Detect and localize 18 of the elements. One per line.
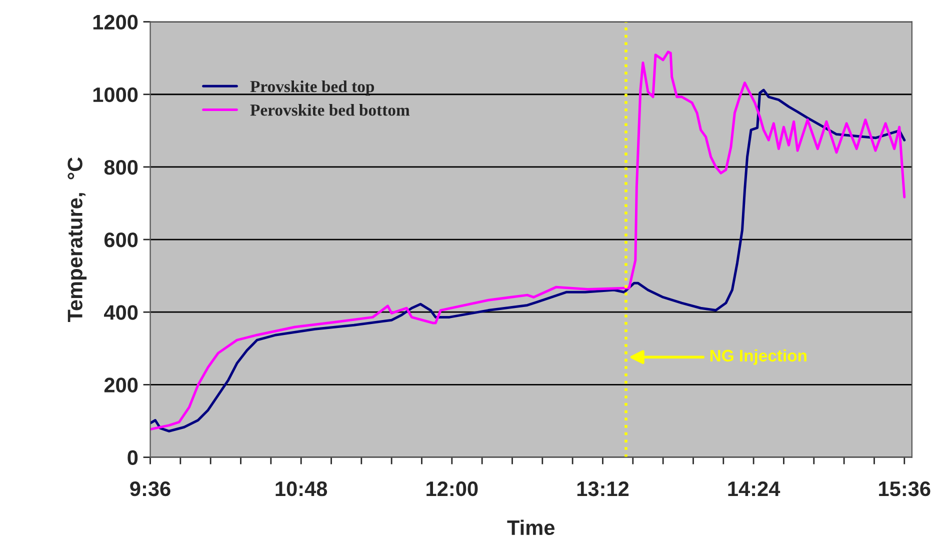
y-tick-label: 600 [104, 232, 138, 248]
y-tick-label: 800 [104, 160, 138, 175]
legend-label: Provskite bed top [250, 80, 374, 96]
y-tick-label: 0 [128, 450, 138, 466]
y-tick-label: 200 [104, 378, 138, 392]
y-tick-label: 1200 [93, 14, 138, 30]
x-tick-label: 10:48 [276, 481, 328, 496]
x-axis-title: Time [507, 520, 555, 536]
x-tick-label: 15:36 [879, 481, 930, 496]
x-tick-label: 13:12 [577, 481, 629, 496]
x-tick-label: 14:24 [728, 481, 780, 496]
y-tick-label: 400 [104, 305, 138, 320]
x-tick-label: 12:00 [426, 481, 478, 496]
annotation: NG Injection [710, 349, 806, 365]
y-tick-label: 1000 [93, 87, 138, 102]
y-axis-title: Temperature, °C [68, 157, 87, 322]
legend-label: Perovskite bed bottom [250, 104, 410, 116]
x-tick-label: 9:36 [130, 481, 170, 496]
